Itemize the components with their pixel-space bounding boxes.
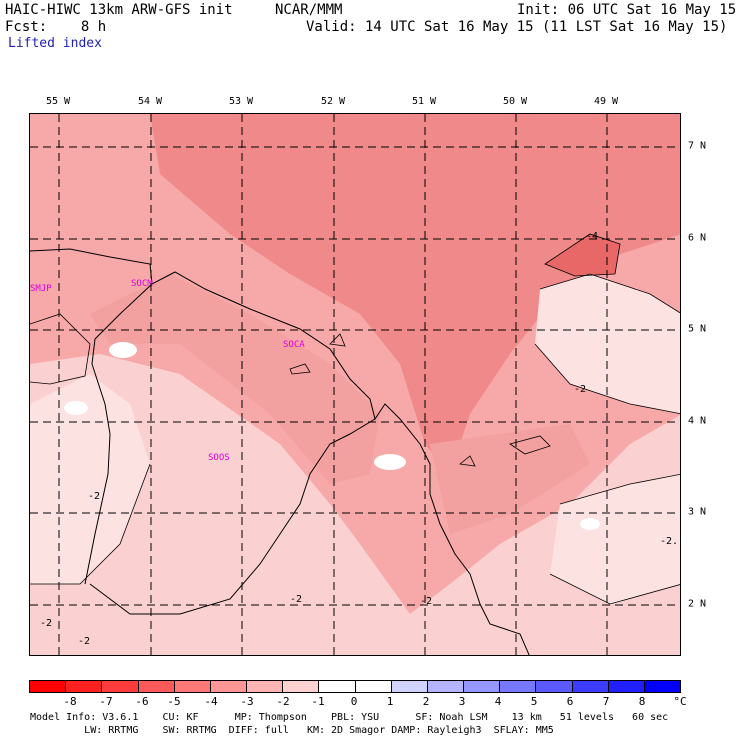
field-white-cell [580,518,600,530]
lon-label: 55 W [45,96,71,107]
colorbar-swatch [138,681,175,692]
contour-label: -2 [40,618,53,629]
lon-label: 54 W [137,96,163,107]
field-light-west [30,374,150,584]
field-light-east [535,274,680,414]
field-white-cell [374,454,406,470]
field-coastal [90,274,380,484]
field-white-cell [64,401,88,415]
contour-label: -2 [420,596,433,607]
contour-label: -2 [574,384,587,395]
colorbar-tick: 3 [458,695,466,708]
colorbar-tick: 6 [566,695,574,708]
colorbar-tick: 0 [350,695,358,708]
colorbar-tick: -4 [204,695,218,708]
model-info-line1: Model Info: V3.6.1 CU: KF MP: Thompson P… [30,712,669,723]
contour-label: -4 [586,231,599,242]
colorbar-swatch [319,681,356,692]
lon-label: 49 W [593,96,619,107]
colorbar-swatch [102,681,139,692]
colorbar-swatch [464,681,501,692]
colorbar-swatch [30,681,67,692]
model-info-line2: LW: RRTMG SW: RRTMG DIFF: full KM: 2D Sm… [30,725,554,736]
colorbar-swatch [174,681,211,692]
colorbar-tick: 1 [386,695,394,708]
contour-label: -2 [88,491,101,502]
colorbar-tick: -7 [99,695,113,708]
colorbar-swatch [427,681,465,692]
colorbar-swatch [500,681,537,692]
station-label: SOCA [283,340,305,350]
colorbar-tick: -2 [276,695,290,708]
coastline [30,248,530,655]
colorbar-swatch [608,681,645,692]
forecast-hour: Fcst: 8 h [5,19,107,35]
colorbar-swatch [210,681,248,692]
model-title: HAIC-HIWC 13km ARW-GFS init [5,2,233,18]
lat-label: 6 N [688,232,707,244]
colorbar-swatch [66,681,103,692]
field-name: Lifted index [8,36,102,51]
colorbar-swatch [572,681,609,692]
lat-label: 3 N [688,506,707,518]
init-time: Init: 06 UTC Sat 16 May 15 [517,2,737,18]
valid-time: Valid: 14 UTC Sat 16 May 15 (11 LST Sat … [306,19,728,35]
field-white-cell [109,342,137,358]
colorbar-swatch [644,681,681,692]
colorbar-tick: -6 [135,695,149,708]
colorbar-tick: 4 [494,695,502,708]
colorbar-swatch [355,681,392,692]
colorbar-swatch [391,681,428,692]
station-label: SOOS [208,453,230,463]
field-light-southeast [550,474,680,604]
colorbar [29,680,681,693]
colorbar-tick: 7 [602,695,610,708]
colorbar-swatch [283,681,320,692]
contour-label: -2 [78,636,91,647]
contour-label: -2 [290,594,303,605]
colorbar-tick: -1 [311,695,325,708]
contour-label: -2. [660,536,679,547]
colorbar-tick: -5 [167,695,181,708]
lat-label: 7 N [688,140,707,152]
lat-label: 2 N [688,598,707,610]
lon-label: 53 W [228,96,254,107]
lat-label: 5 N [688,323,707,335]
colorbar-swatch [247,681,284,692]
org-label: NCAR/MMM [275,2,343,18]
lon-label: 52 W [320,96,346,107]
graticule [30,114,680,655]
lifted-index-map [29,113,681,656]
lon-label: 51 W [411,96,437,107]
contours [30,233,680,605]
colorbar-tick: -8 [63,695,77,708]
field-core [545,234,620,276]
field-strong [150,114,680,474]
colorbar-tick: 2 [422,695,430,708]
station-label: SOCM [131,279,153,289]
colorbar-swatch [536,681,573,692]
station-label: SMJP [30,284,52,294]
lat-label: 4 N [688,415,707,427]
lon-label: 50 W [502,96,528,107]
colorbar-tick: -3 [240,695,254,708]
colorbar-unit: °C [673,695,687,708]
colorbar-tick: 5 [530,695,538,708]
field-coastal-east [430,424,590,534]
colorbar-tick: 8 [638,695,646,708]
map-canvas [30,114,680,655]
